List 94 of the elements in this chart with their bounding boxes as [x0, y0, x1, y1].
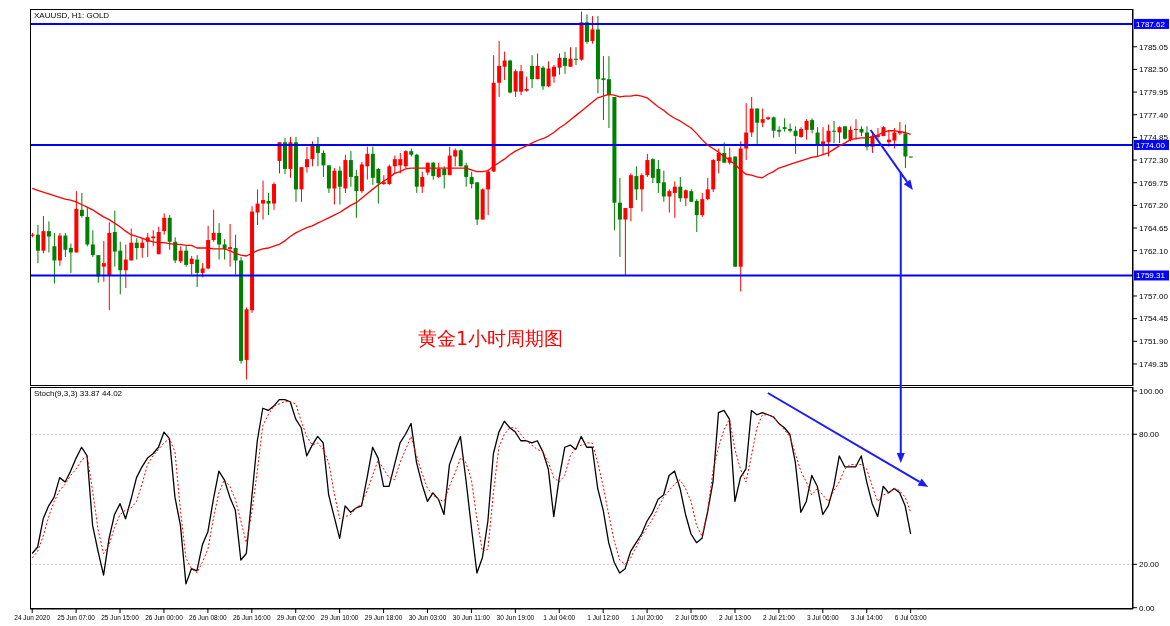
candlestick	[541, 65, 546, 91]
candlestick	[530, 54, 535, 89]
chart-title: Stoch(9,3,3) 33.87 44.02	[34, 389, 123, 398]
candlestick	[667, 188, 672, 213]
candlestick	[623, 207, 628, 277]
candlestick	[804, 118, 809, 141]
candlestick	[903, 124, 908, 169]
candlestick	[90, 229, 95, 258]
ref-line-label: 1774.00	[1136, 140, 1166, 150]
candlestick	[639, 172, 644, 213]
y-tick-label: 1777.40	[1139, 110, 1169, 120]
candlestick	[217, 222, 222, 261]
candlestick	[815, 126, 820, 157]
candlestick	[79, 192, 84, 219]
y-tick-label: 1749.35	[1139, 359, 1169, 369]
candlestick	[563, 51, 568, 75]
y-tick-label: 1785.05	[1139, 42, 1169, 52]
candlestick	[195, 254, 200, 288]
candlestick	[52, 232, 57, 285]
chart-title: XAUUSD, H1: GOLD	[34, 11, 110, 20]
candlestick	[749, 96, 754, 138]
candlestick	[277, 141, 282, 174]
candlestick	[189, 255, 194, 276]
candlestick	[326, 164, 331, 194]
candlestick	[782, 117, 787, 133]
candlestick	[535, 52, 540, 80]
candlestick	[502, 51, 507, 81]
y-tick-label: 100.00	[1139, 386, 1165, 396]
candlestick	[700, 192, 705, 218]
candlestick	[261, 179, 266, 221]
candlestick	[442, 165, 447, 189]
candlestick	[854, 118, 858, 141]
y-tick-label: 80.00	[1139, 430, 1160, 440]
candlestick	[678, 176, 683, 203]
y-tick-label: 1779.95	[1139, 87, 1169, 97]
candlestick	[272, 181, 277, 211]
candlestick	[821, 126, 826, 156]
candlestick	[606, 55, 611, 129]
candlestick	[755, 108, 760, 146]
candlestick	[832, 120, 837, 144]
candlestick	[617, 177, 622, 258]
y-tick-label: 1767.20	[1139, 201, 1169, 211]
candlestick	[672, 180, 677, 219]
y-tick-label: 20.00	[1139, 560, 1160, 570]
candlestick	[760, 108, 765, 128]
y-tick-label: 1751.90	[1139, 337, 1169, 347]
candlestick	[321, 149, 326, 178]
candlestick	[299, 166, 304, 203]
candlestick	[134, 237, 139, 261]
annotation: 黄金1小时周期图	[418, 326, 564, 351]
candlestick	[634, 165, 639, 201]
candlestick	[304, 146, 309, 173]
candlestick	[222, 238, 227, 261]
candlestick	[590, 15, 595, 45]
candlestick	[420, 171, 425, 194]
candlestick	[63, 232, 68, 258]
y-tick-label: 1754.45	[1139, 314, 1169, 324]
candlestick	[584, 13, 589, 45]
candlestick	[35, 224, 40, 264]
candlestick	[211, 209, 216, 243]
y-tick-label: 1774.85	[1139, 133, 1169, 143]
y-tick-label: 1762.10	[1139, 246, 1169, 256]
candlestick	[123, 243, 128, 289]
candlestick	[173, 236, 178, 264]
candlestick	[694, 198, 699, 233]
y-tick-label: 1782.50	[1139, 65, 1169, 75]
y-tick-label: 0.00	[1139, 603, 1156, 613]
candlestick	[46, 220, 51, 253]
candlestick	[337, 165, 342, 205]
candlestick	[167, 214, 172, 251]
candlestick	[486, 169, 491, 216]
candlestick	[568, 46, 573, 68]
candlestick	[332, 167, 337, 205]
candlestick	[788, 123, 793, 133]
y-tick-label: 1757.00	[1139, 291, 1169, 301]
candlestick	[162, 212, 167, 236]
candlestick	[826, 124, 831, 157]
y-tick-label: 1769.75	[1139, 178, 1169, 188]
candlestick	[497, 40, 502, 98]
candlestick	[716, 148, 721, 174]
ref-line-label: 1787.62	[1136, 19, 1166, 29]
ref-line-label: 1759.31	[1136, 271, 1166, 281]
candlestick	[557, 52, 562, 76]
candlestick	[266, 192, 271, 216]
candlestick	[793, 125, 798, 155]
candlestick	[661, 170, 666, 203]
candlestick	[573, 46, 578, 66]
candlestick	[41, 215, 46, 254]
candlestick	[310, 140, 315, 167]
candlestick	[705, 177, 710, 201]
candlestick	[184, 245, 189, 268]
y-tick-label: 1772.30	[1139, 155, 1169, 165]
y-tick-label: 1764.65	[1139, 223, 1169, 233]
candlestick	[645, 153, 650, 178]
